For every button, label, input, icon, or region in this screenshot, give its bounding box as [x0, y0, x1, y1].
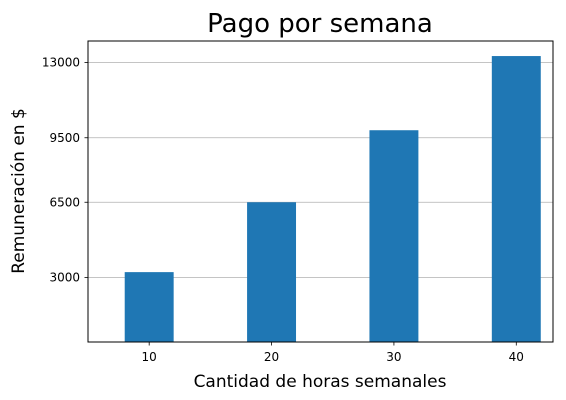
chart-title: Pago por semana: [207, 9, 433, 39]
bar-30: [369, 130, 419, 342]
y-axis-label: Remuneración en $: [9, 108, 29, 274]
y-tick-label: 3000: [49, 271, 80, 285]
bars: [124, 56, 541, 343]
y-tick-label: 9500: [49, 131, 80, 145]
plot-frame: [87, 40, 554, 343]
y-tick-label: 13000: [42, 56, 80, 70]
bar-20: [247, 202, 297, 342]
bar-40: [491, 56, 541, 343]
x-axis-label: Cantidad de horas semanales: [194, 372, 447, 392]
axes: 3000 6500 9500 13000 10 20 30 40: [42, 40, 554, 364]
bar-10: [124, 272, 174, 342]
y-tick-label: 6500: [49, 195, 80, 209]
x-tick-label: 40: [509, 350, 524, 364]
x-tick-label: 30: [386, 350, 401, 364]
x-tick-label: 20: [264, 350, 279, 364]
x-tick-label: 10: [142, 350, 157, 364]
